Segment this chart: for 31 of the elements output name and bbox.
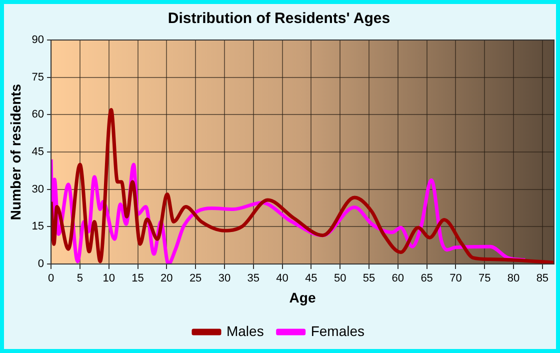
x-tick-label: 85 (536, 272, 549, 285)
x-tick-label: 5 (76, 272, 84, 285)
y-tick-label: 0 (38, 258, 44, 270)
x-tick-label: 80 (507, 272, 520, 285)
legend-label: Females (310, 322, 365, 339)
x-tick-label: 35 (247, 272, 260, 285)
y-tick-label: 60 (32, 108, 44, 121)
x-tick-label: 55 (362, 272, 376, 285)
y-tick-label: 75 (32, 71, 44, 84)
x-tick-label: 50 (334, 272, 346, 285)
y-tick-label: 30 (32, 183, 44, 196)
y-tick-label: 15 (32, 220, 44, 233)
x-tick-label: 30 (218, 272, 231, 285)
x-axis-title: Age (289, 289, 316, 306)
y-tick-label: 45 (32, 146, 44, 158)
x-tick-label: 45 (305, 272, 318, 285)
x-tick-label: 65 (420, 272, 433, 285)
y-axis-title: Number of residents (7, 84, 24, 220)
legend-label: Males (226, 322, 264, 339)
x-tick-label: 0 (48, 272, 54, 285)
x-tick-label: 40 (276, 272, 288, 285)
x-tick-label: 75 (478, 272, 491, 285)
x-tick-label: 20 (160, 272, 173, 285)
x-tick-label: 70 (450, 272, 462, 285)
x-tick-label: 10 (102, 272, 115, 285)
x-tick-label: 25 (189, 272, 202, 285)
x-tick-label: 60 (392, 272, 404, 285)
chart-title: Distribution of Residents' Ages (168, 10, 390, 28)
x-tick-label: 15 (132, 272, 144, 285)
y-tick-label: 90 (32, 34, 44, 46)
line-series (51, 108, 554, 264)
